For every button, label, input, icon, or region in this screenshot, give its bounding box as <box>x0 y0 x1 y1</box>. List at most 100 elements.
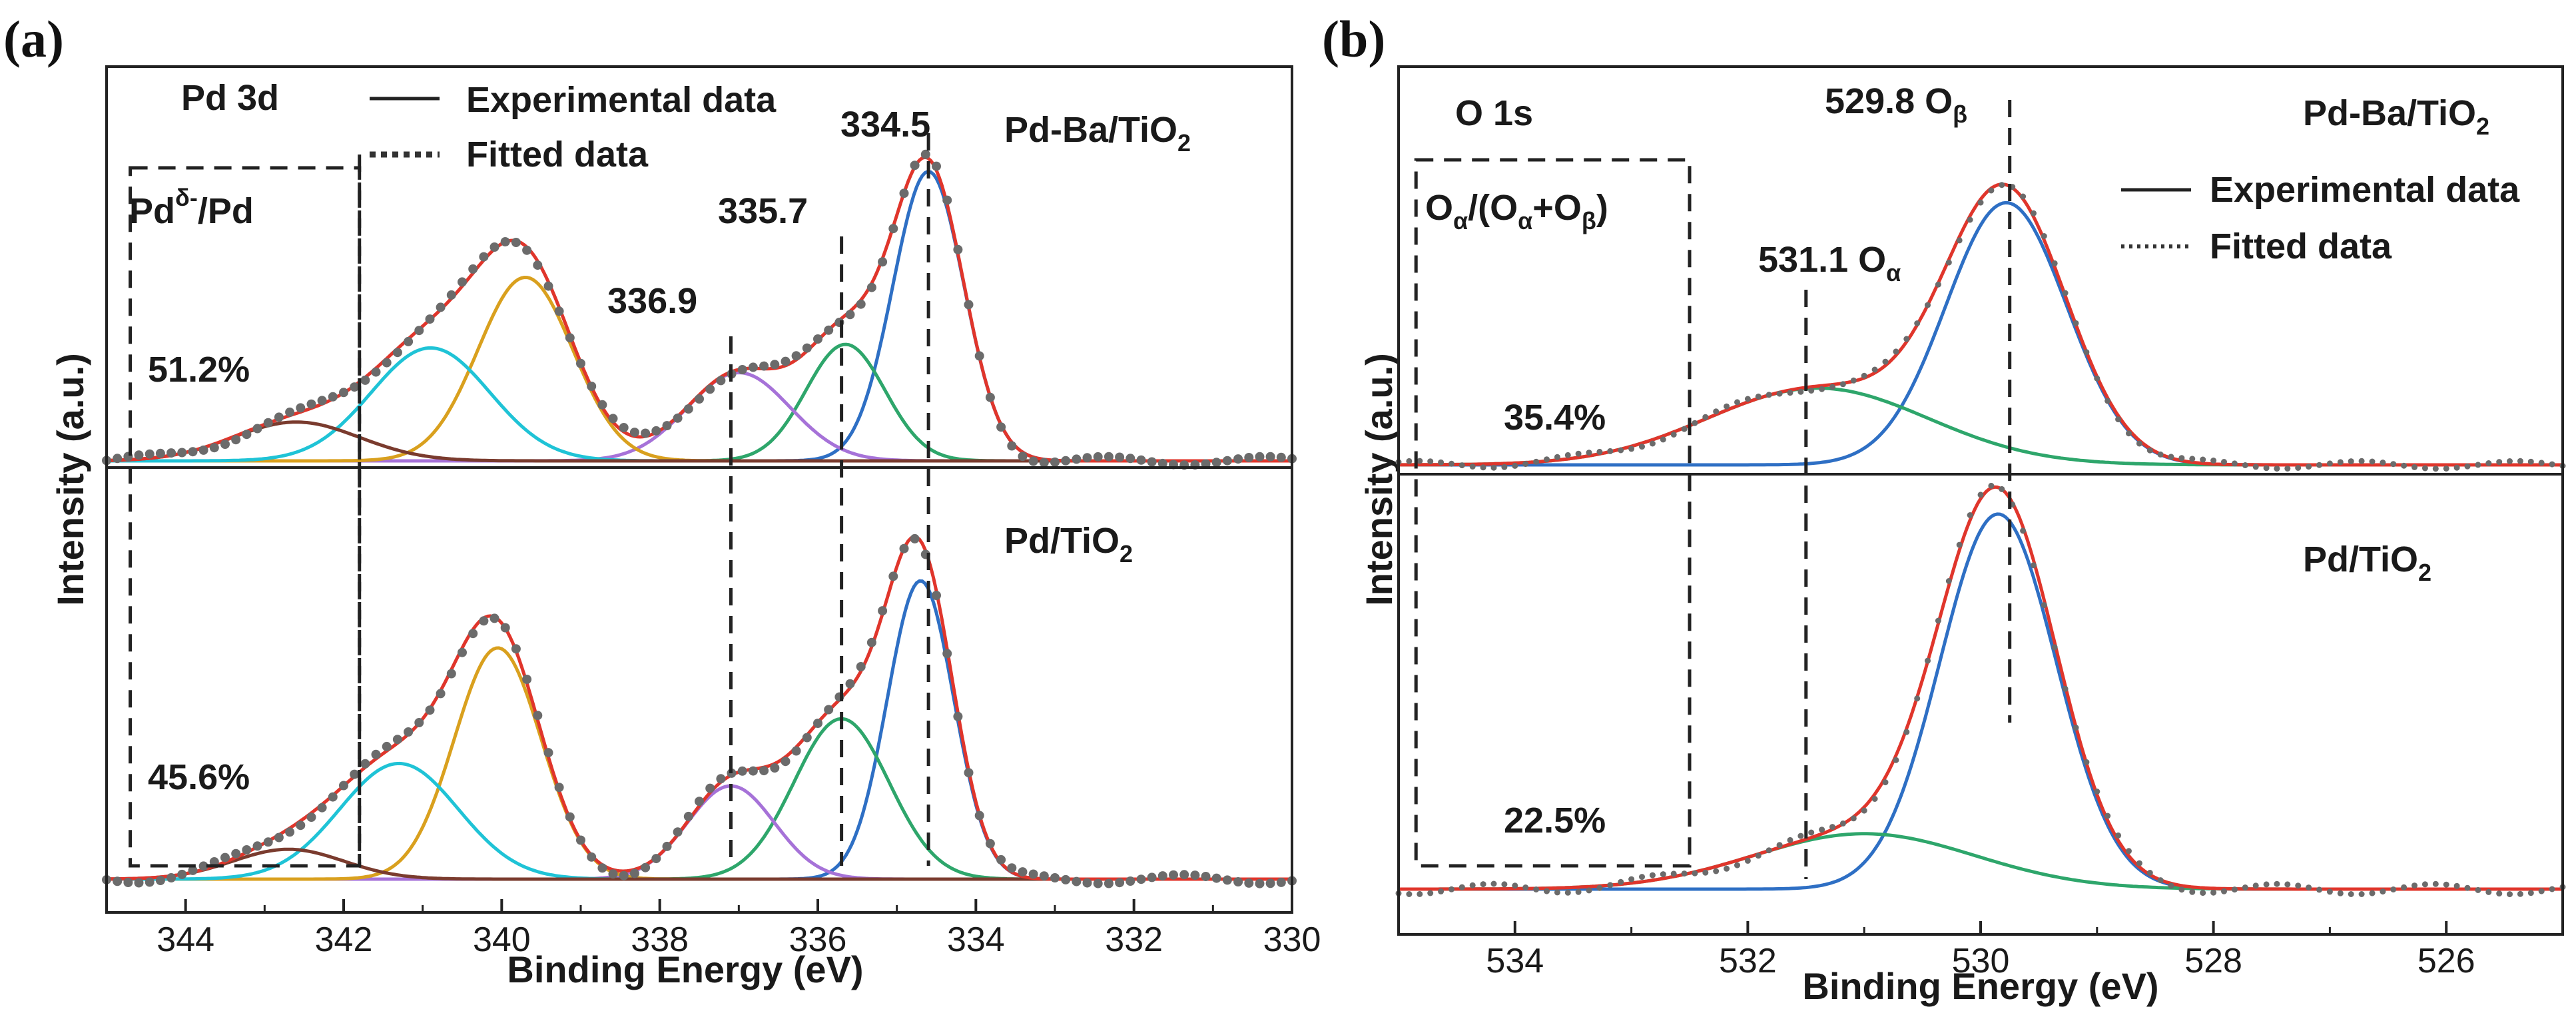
experimental-point <box>856 662 866 671</box>
experimental-point <box>1265 452 1275 462</box>
experimental-point <box>683 404 693 414</box>
experimental-point <box>155 876 165 885</box>
experimental-point <box>274 833 284 843</box>
experimental-point <box>2538 460 2545 466</box>
experimental-point <box>932 591 941 600</box>
experimental-point <box>1082 453 1092 463</box>
experimental-point <box>1501 464 1508 470</box>
experimental-point <box>1469 882 1476 888</box>
experimental-point <box>2527 890 2534 896</box>
experimental-point <box>1564 452 1571 458</box>
experimental-point <box>1925 302 1931 308</box>
experimental-point <box>500 237 510 246</box>
experimental-point <box>231 849 241 858</box>
experimental-point <box>145 877 155 887</box>
experimental-point <box>1893 757 1899 763</box>
experimental-point <box>2527 458 2534 465</box>
experimental-point <box>1179 870 1189 880</box>
ratio-region-box <box>129 166 362 868</box>
panel-a-guide-lines <box>129 133 930 868</box>
experimental-point <box>619 423 629 432</box>
experimental-point <box>2252 464 2259 470</box>
experimental-point <box>1050 457 1060 467</box>
experimental-point <box>2358 891 2365 897</box>
peak-label-334-5: 334.5 <box>840 105 930 145</box>
experimental-point <box>565 333 575 343</box>
experimental-point <box>1233 454 1243 464</box>
experimental-point <box>2337 890 2344 896</box>
experimental-point <box>188 865 198 875</box>
experimental-point <box>2326 888 2333 895</box>
experimental-point <box>113 876 123 886</box>
experimental-point <box>533 260 543 270</box>
experimental-point <box>974 811 984 821</box>
x-tick-label: 336 <box>789 920 847 959</box>
component-curve-4 <box>107 346 1292 463</box>
experimental-point <box>1104 452 1114 462</box>
experimental-point <box>866 637 876 647</box>
experimental-point <box>1839 820 1846 827</box>
experimental-point <box>468 264 478 274</box>
experimental-point <box>813 334 822 344</box>
legend-b-experimental-label: Experimental data <box>2210 170 2520 210</box>
panel-a-element-label: Pd 3d <box>181 78 279 118</box>
experimental-point <box>1276 877 1286 887</box>
experimental-point <box>2146 447 2153 454</box>
experimental-point <box>2401 884 2408 890</box>
experimental-point <box>339 388 348 398</box>
experimental-point <box>231 435 241 445</box>
experimental-point <box>1713 408 1720 415</box>
experimental-point <box>2210 458 2217 464</box>
experimental-point <box>2348 891 2354 897</box>
experimental-point <box>1618 878 1624 885</box>
component-curve-3 <box>107 646 1292 881</box>
experimental-point <box>629 868 639 878</box>
experimental-point <box>1427 458 1434 465</box>
experimental-point <box>1850 815 1857 822</box>
experimental-point <box>1681 870 1688 877</box>
experimental-point <box>1406 891 1413 897</box>
experimental-point <box>458 277 467 287</box>
panel-b-plot-area <box>1395 182 2566 898</box>
experimental-point <box>2242 462 2248 468</box>
experimental-point <box>2443 881 2449 888</box>
experimental-point <box>1157 458 1167 468</box>
experimental-point <box>2083 759 2090 765</box>
experimental-point <box>554 306 564 316</box>
experimental-point <box>2453 464 2460 471</box>
x-tick-label: 528 <box>2184 942 2242 980</box>
experimental-point <box>802 733 812 743</box>
experimental-point <box>878 606 888 616</box>
experimental-point <box>436 689 446 699</box>
peak-label-529-8: 529.8 Oβ <box>1825 81 1967 128</box>
experimental-point <box>123 878 133 887</box>
experimental-point <box>392 735 402 745</box>
experimental-point <box>500 623 510 633</box>
experimental-point <box>2380 888 2386 895</box>
experimental-point <box>651 426 661 436</box>
peak-label-336-9: 336.9 <box>607 281 697 321</box>
experimental-point <box>1660 436 1666 443</box>
experimental-point <box>1169 870 1178 880</box>
experimental-point <box>1903 336 1910 342</box>
experimental-point <box>2051 260 2058 266</box>
experimental-point <box>629 428 639 438</box>
component-curve-4 <box>107 761 1292 881</box>
experimental-point <box>1829 824 1835 831</box>
experimental-point <box>1935 617 1941 624</box>
experimental-point <box>425 314 435 324</box>
experimental-point <box>2464 884 2471 891</box>
experimental-point <box>2432 466 2439 472</box>
fitted-envelope <box>1399 485 2563 891</box>
experimental-point <box>2412 882 2417 889</box>
experimental-point <box>1935 281 1941 288</box>
experimental-point <box>328 792 338 802</box>
experimental-point <box>1575 450 1582 457</box>
experimental-point <box>2020 527 2027 534</box>
experimental-point <box>1977 199 1984 206</box>
experimental-point <box>1988 187 1995 194</box>
experimental-point <box>198 861 208 871</box>
experimental-point <box>1050 873 1060 882</box>
panel-a: (a) Intensity (a.u.) Binding Energy (eV)… <box>3 10 1321 990</box>
experimental-point <box>920 149 930 159</box>
